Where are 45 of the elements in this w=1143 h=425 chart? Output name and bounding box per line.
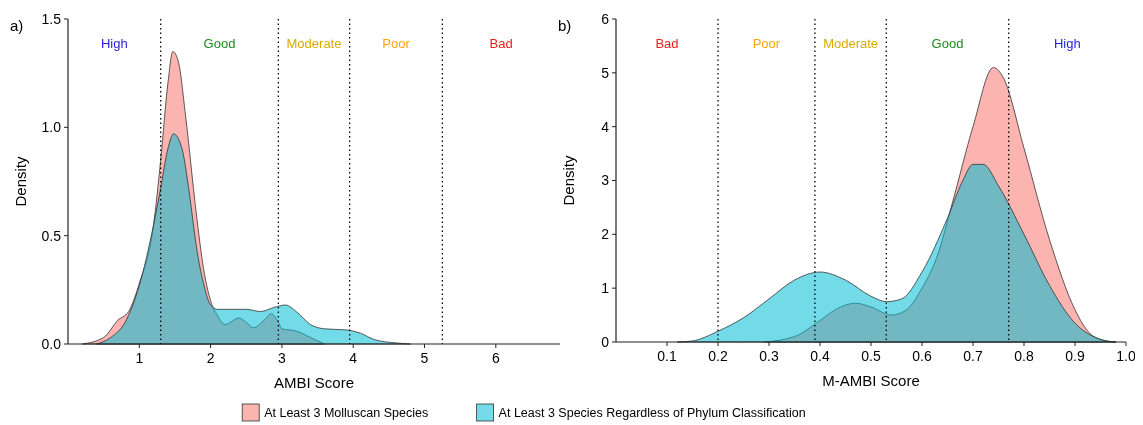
x-tick-label: 0.9	[1065, 348, 1085, 364]
y-tick-label: 0	[601, 333, 610, 350]
y-tick-label: 5	[601, 64, 610, 81]
y-tick-label: 1.5	[41, 10, 62, 27]
annotation: Good	[931, 36, 964, 52]
x-tick-label: 4	[349, 350, 358, 366]
x-axis-title: AMBI Score	[273, 374, 355, 391]
annotation: High	[1053, 36, 1081, 52]
y-tick-label: 0.0	[41, 335, 62, 352]
annotation: Moderate	[823, 36, 879, 52]
y-tick-label: 1	[601, 280, 610, 297]
x-tick-label: 6	[491, 350, 500, 366]
x-tick-label: 0.6	[912, 348, 932, 364]
y-tick-label: 4	[601, 118, 610, 135]
y-tick-label: 1.0	[41, 119, 62, 136]
annotation: Bad	[489, 36, 513, 52]
y-axis-title: Density	[560, 155, 577, 206]
x-axis-title: M-AMBI Score	[822, 372, 920, 389]
y-tick-label: 3	[601, 172, 610, 189]
x-tick-label: 2	[206, 350, 215, 366]
x-tick-label: 5	[420, 350, 429, 366]
chart-title: b)	[558, 17, 572, 34]
legend-label: At Least 3 Species Regardless of Phylum Classification	[498, 406, 806, 421]
annotation: Good	[203, 36, 236, 52]
y-tick-label: 0.5	[41, 227, 62, 244]
x-tick-label: 0.4	[810, 348, 830, 364]
y-tick-label: 2	[601, 226, 610, 243]
y-tick-label: 6	[601, 10, 610, 27]
x-tick-label: 0.2	[708, 348, 728, 364]
legend-label: At Least 3 Molluscan Species	[264, 406, 429, 421]
x-tick-label: 0.1	[657, 348, 677, 364]
x-tick-label: 0.8	[1014, 348, 1034, 364]
x-tick-label: 1	[135, 350, 144, 366]
annotation: Moderate	[286, 36, 342, 52]
annotation: High	[100, 36, 128, 52]
x-tick-label: 0.7	[963, 348, 983, 364]
chart-title: a)	[10, 17, 24, 34]
x-tick-label: 1.0	[1116, 348, 1136, 364]
x-tick-label: 0.3	[759, 348, 779, 364]
x-tick-label: 3	[278, 350, 287, 366]
x-tick-label: 0.5	[861, 348, 881, 364]
annotation: Bad	[655, 36, 679, 52]
annotation: Poor	[752, 36, 781, 52]
y-axis-title: Density	[12, 156, 29, 207]
annotation: Poor	[382, 36, 411, 52]
